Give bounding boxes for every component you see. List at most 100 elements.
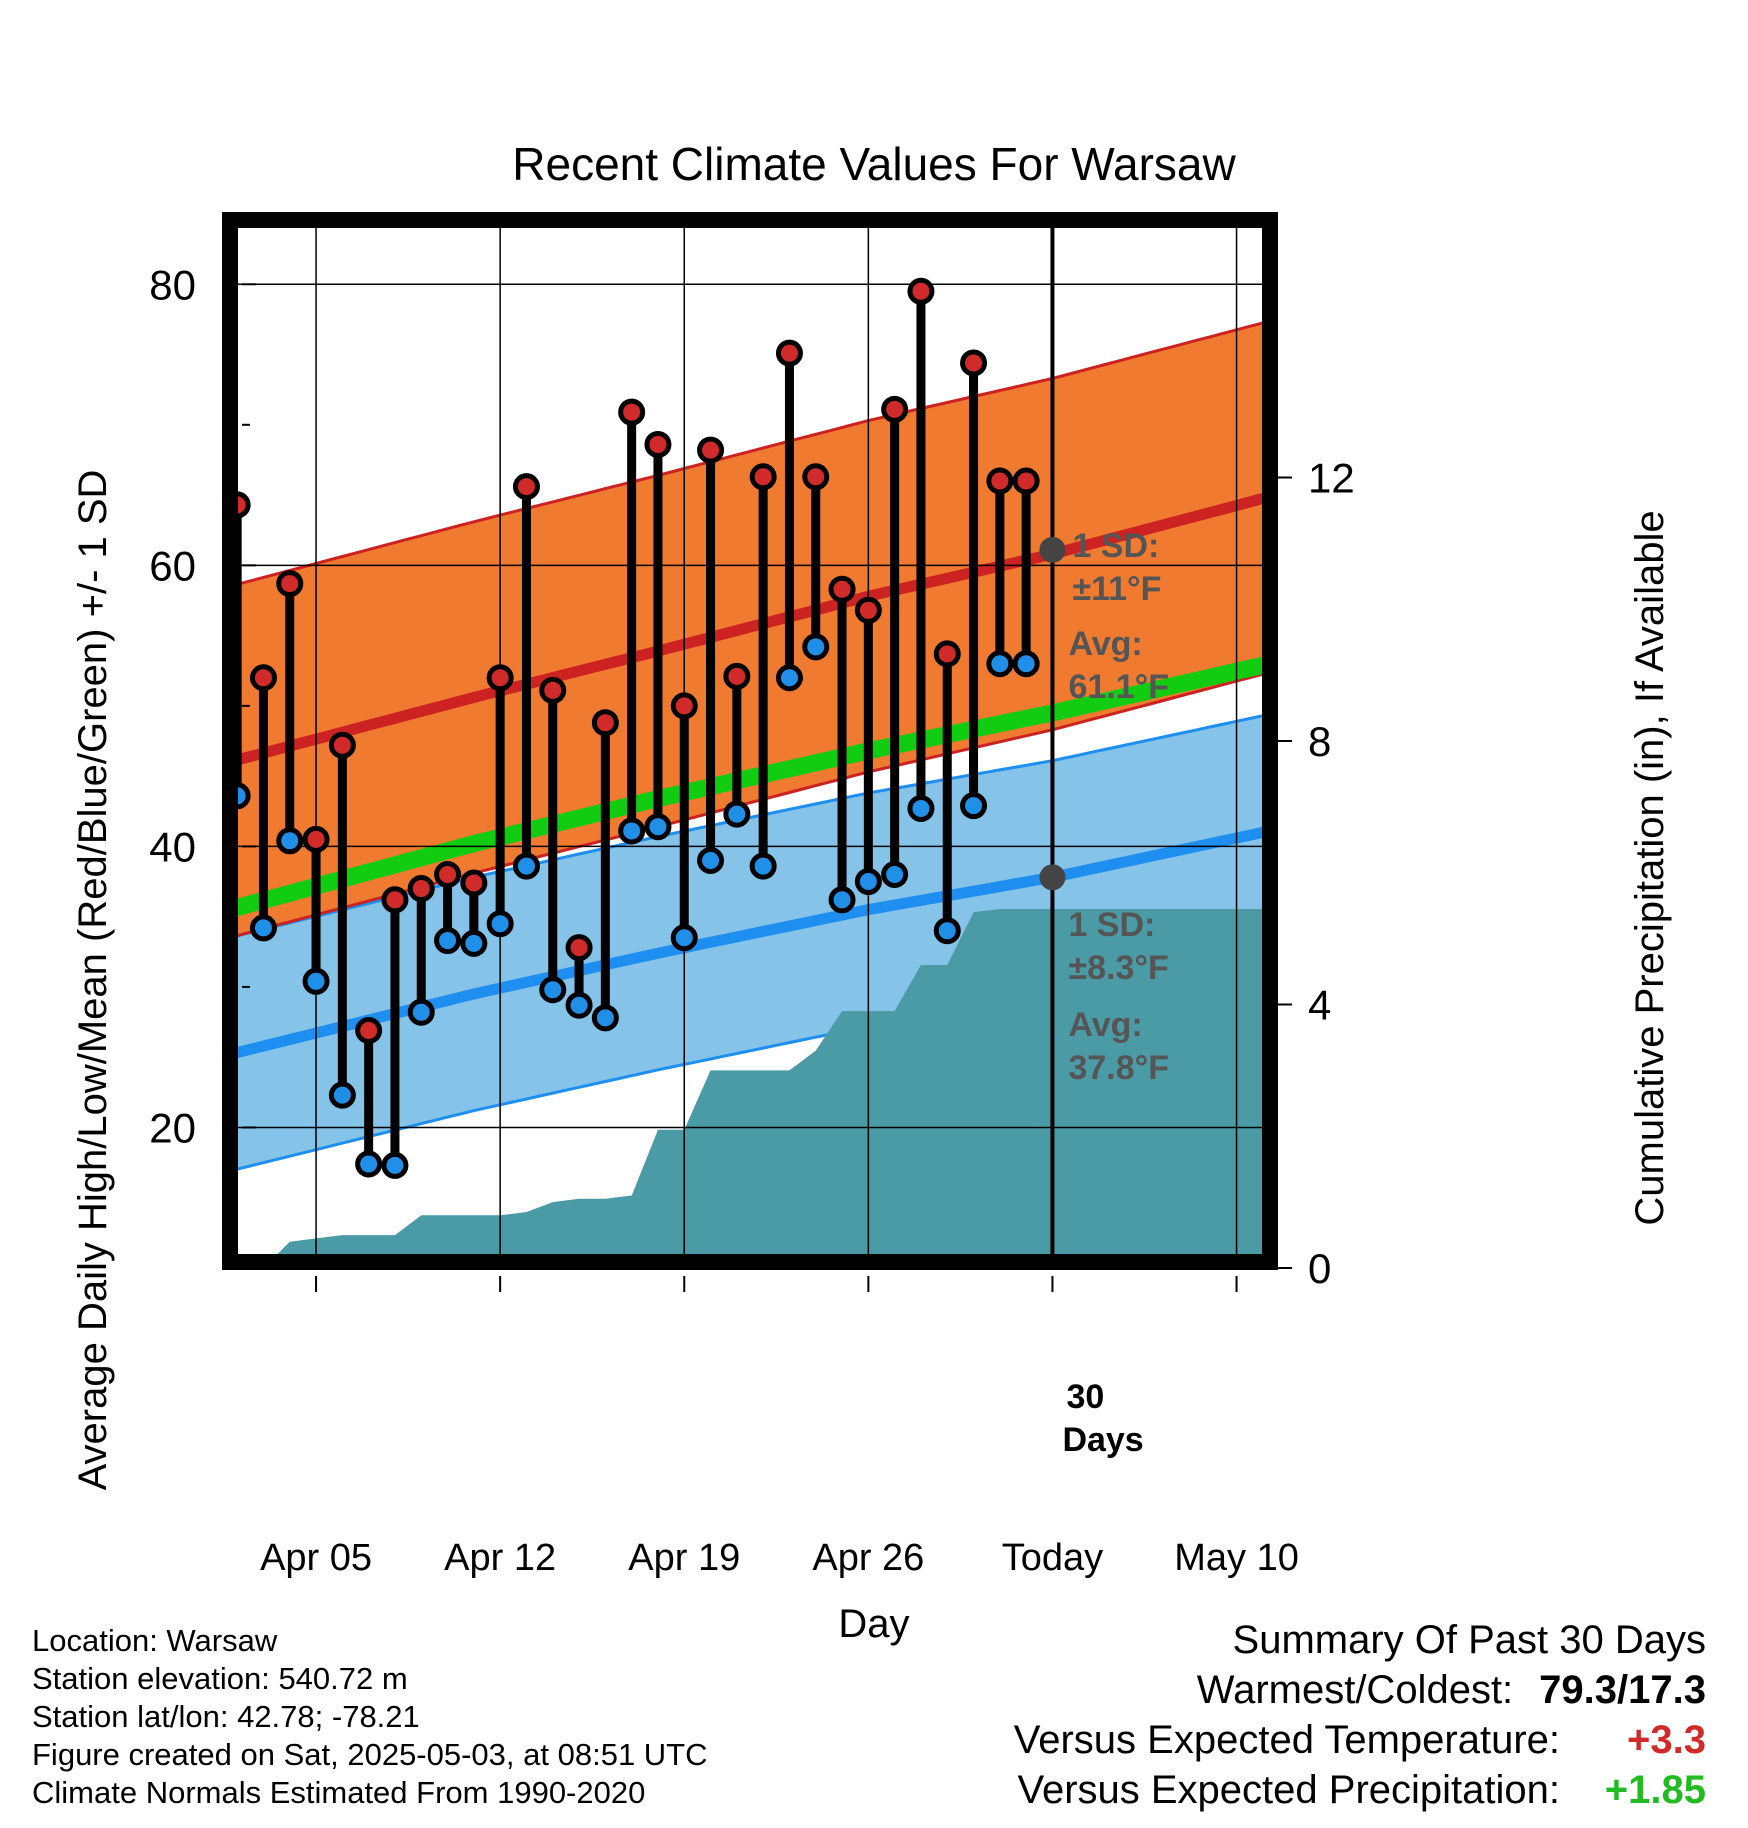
summary-warmest-row: Warmest/Coldest: 79.3/17.3 xyxy=(1014,1665,1706,1715)
precip-area xyxy=(237,909,1276,1268)
normal-mean-line xyxy=(224,654,1276,920)
high-point xyxy=(933,640,961,668)
x-tick-label: Apr 19 xyxy=(628,1537,740,1579)
low-point xyxy=(670,924,698,952)
low-point xyxy=(986,650,1014,678)
low-point xyxy=(249,914,277,942)
high-point xyxy=(697,436,725,464)
low-point xyxy=(723,800,751,828)
y2-tick-label: 8 xyxy=(1308,718,1331,765)
y-tick-label: 40 xyxy=(149,823,196,870)
high-sd-label: 1 SD: xyxy=(1072,527,1159,565)
high-point xyxy=(407,875,435,903)
high-point xyxy=(723,662,751,690)
chart-title: Recent Climate Values For Warsaw xyxy=(512,138,1236,190)
low-sd-value: ±8.3°F xyxy=(1068,949,1168,987)
plot-area: 1 SD: ±11°F Avg: 61.1°F 1 SD: ±8.3°F Avg: 37.8°… xyxy=(149,212,1355,1579)
low-point xyxy=(644,813,672,841)
high-point xyxy=(644,430,672,458)
info-elevation: Station elevation: 540.72 m xyxy=(32,1661,408,1696)
high-sd-value: ±11°F xyxy=(1072,570,1161,608)
y2-axis-label: Cumulative Precipitation (in), If Availa… xyxy=(1628,510,1672,1225)
info-location: Location: Warsaw xyxy=(32,1623,278,1658)
low-sd-label: 1 SD: xyxy=(1068,906,1155,944)
low-point xyxy=(618,817,646,845)
high-point xyxy=(565,934,593,962)
low-point xyxy=(828,886,856,914)
low-point xyxy=(749,852,777,880)
plot-frame xyxy=(222,212,1278,1270)
high-point xyxy=(618,398,646,426)
low-point xyxy=(907,794,935,822)
low-point xyxy=(486,910,514,938)
low-avg-value: 37.8°F xyxy=(1068,1049,1169,1087)
x-tick-label: Today xyxy=(1002,1537,1103,1579)
high-point xyxy=(355,1016,383,1044)
high-point xyxy=(1012,467,1040,495)
summary-panel: Summary Of Past 30 Days Warmest/Coldest:… xyxy=(1014,1615,1706,1815)
high-avg-value: 61.1°F xyxy=(1068,668,1169,706)
low-point xyxy=(591,1004,619,1032)
low-point xyxy=(302,967,330,995)
high-avg-dot xyxy=(1039,536,1066,563)
low-point xyxy=(802,633,830,661)
high-point xyxy=(381,886,409,914)
plot-content xyxy=(224,214,1276,1268)
low-avg-dot xyxy=(1039,864,1066,891)
high-point xyxy=(249,664,277,692)
low-point xyxy=(434,927,462,955)
y2-tick-label: 4 xyxy=(1308,982,1331,1029)
high-point xyxy=(276,570,304,598)
high-point xyxy=(960,349,988,377)
low-avg-label: Avg: xyxy=(1068,1006,1142,1044)
low-point xyxy=(960,792,988,820)
y-tick-label: 80 xyxy=(149,261,196,308)
summary-temp-value: +3.3 xyxy=(1627,1718,1706,1762)
high-avg-label: Avg: xyxy=(1068,625,1142,663)
today-days-label: Days xyxy=(1062,1421,1143,1459)
normal-high-upper-edge xyxy=(224,317,1276,590)
high-point xyxy=(854,596,882,624)
x-axis-label: Day xyxy=(838,1602,909,1646)
low-point xyxy=(565,991,593,1019)
low-point xyxy=(460,929,488,957)
low-point xyxy=(539,976,567,1004)
summary-warmest-value: 79.3/17.3 xyxy=(1539,1668,1706,1712)
high-point xyxy=(486,664,514,692)
low-point xyxy=(697,846,725,874)
summary-title: Summary Of Past 30 Days xyxy=(1232,1618,1706,1662)
low-point xyxy=(407,998,435,1026)
high-point xyxy=(460,869,488,897)
high-point xyxy=(302,825,330,853)
summary-precip-value: +1.85 xyxy=(1604,1768,1706,1812)
high-point xyxy=(986,467,1014,495)
high-point xyxy=(881,395,909,423)
high-point xyxy=(591,709,619,737)
y2-tick-label: 0 xyxy=(1308,1245,1331,1292)
y-tick-label: 60 xyxy=(149,542,196,589)
high-point xyxy=(670,692,698,720)
high-point xyxy=(328,731,356,759)
low-point xyxy=(512,852,540,880)
info-created: Figure created on Sat, 2025-05-03, at 08… xyxy=(32,1737,708,1772)
x-tick-label: Apr 26 xyxy=(812,1537,924,1579)
x-tick-label: Apr 12 xyxy=(444,1537,556,1579)
low-point xyxy=(1012,650,1040,678)
low-point xyxy=(328,1081,356,1109)
x-tick-label: May 10 xyxy=(1174,1537,1299,1579)
high-point xyxy=(512,473,540,501)
normal-high-mean-line xyxy=(224,489,1276,769)
summary-temp-row: Versus Expected Temperature: +3.3 xyxy=(1014,1715,1706,1765)
y2-tick-label: 12 xyxy=(1308,455,1355,502)
info-normals: Climate Normals Estimated From 1990-2020 xyxy=(32,1775,646,1810)
normal-low-band xyxy=(224,712,1276,1173)
low-point xyxy=(933,917,961,945)
high-point xyxy=(539,676,567,704)
today-days-count: 30 xyxy=(1066,1378,1104,1416)
low-point xyxy=(881,861,909,889)
y-axis-label: Average Daily High/Low/Mean (Red/Blue/Gr… xyxy=(71,470,115,1491)
low-point xyxy=(775,664,803,692)
high-point xyxy=(907,277,935,305)
summary-precip-label: Versus Expected Precipitation: xyxy=(1017,1768,1560,1812)
